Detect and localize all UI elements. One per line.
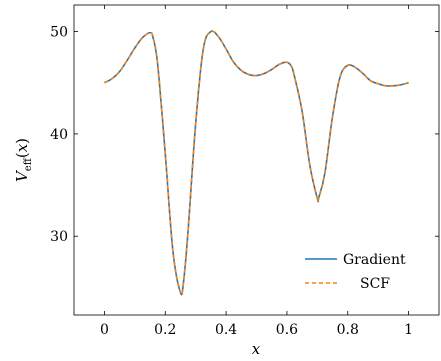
x-tick-label: 0.6 xyxy=(276,322,298,338)
plot-frame xyxy=(73,4,440,316)
x-tick-label: 0.8 xyxy=(337,322,359,338)
y-axis-label-sub: eff xyxy=(23,157,34,171)
legend: Gradient SCF xyxy=(305,252,406,292)
x-tick-label: 0 xyxy=(100,322,109,338)
y-tick-label: 30 xyxy=(50,229,68,245)
series-line-scf xyxy=(104,30,409,296)
y-axis-label-close: ) xyxy=(13,138,31,144)
ticks xyxy=(74,5,439,315)
y-axis-label-open: ( xyxy=(13,152,31,158)
y-axis-label: Veff(x) xyxy=(13,138,34,182)
series-layer xyxy=(104,30,409,296)
y-axis-label-var: x xyxy=(13,143,31,152)
x-axis-label: x xyxy=(252,340,261,358)
tick-labels: 0 0.2 0.4 0.6 0.8 1 30 40 50 xyxy=(50,25,413,338)
legend-label-gradient: Gradient xyxy=(343,252,406,268)
legend-label-scf: SCF xyxy=(360,276,390,292)
y-tick-label: 50 xyxy=(50,25,68,41)
x-tick-label: 0.4 xyxy=(215,322,237,338)
x-tick-label: 1 xyxy=(404,322,413,338)
y-axis-label-main: V xyxy=(13,169,31,182)
x-tick-label: 0.2 xyxy=(154,322,176,338)
y-tick-label: 40 xyxy=(50,127,68,143)
